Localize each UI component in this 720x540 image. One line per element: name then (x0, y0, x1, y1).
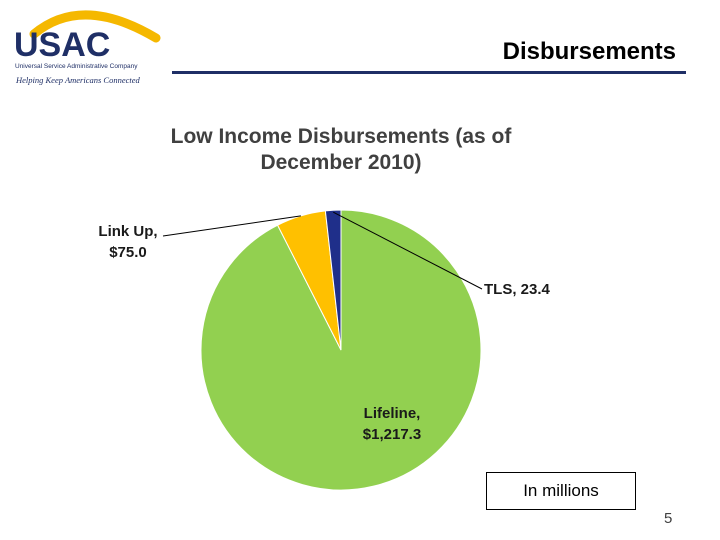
slide-title: Disbursements (502, 38, 676, 65)
pie-slice-tls (324, 209, 342, 351)
data-label-lifeline: Lifeline, (364, 405, 421, 422)
logo-text: USAC (14, 26, 110, 64)
logo-tagline: Helping Keep Americans Connected (16, 75, 140, 85)
logo-subtext: Universal Service Administrative Company (15, 63, 138, 70)
leader-line-tls (333, 211, 483, 290)
page-number: 5 (664, 510, 673, 527)
data-label-tls: TLS, 23.4 (484, 281, 551, 298)
chart-title-line-2: December 2010) (260, 151, 422, 175)
data-label-link-up: $75.0 (109, 244, 147, 261)
usac-logo: USAC Universal Service Administrative Co… (12, 8, 172, 88)
data-label-lifeline: $1,217.3 (363, 426, 421, 443)
data-label-link-up: Link Up, (98, 223, 157, 240)
usac-logo-mark: USAC Universal Service Administrative Co… (14, 10, 161, 70)
header-divider (172, 71, 686, 74)
leader-line-link-up (162, 215, 301, 237)
units-note: In millions (486, 472, 636, 510)
chart-title: Low Income Disbursements (as of December… (135, 124, 547, 177)
chart-title-line-1: Low Income Disbursements (as of (170, 125, 512, 148)
